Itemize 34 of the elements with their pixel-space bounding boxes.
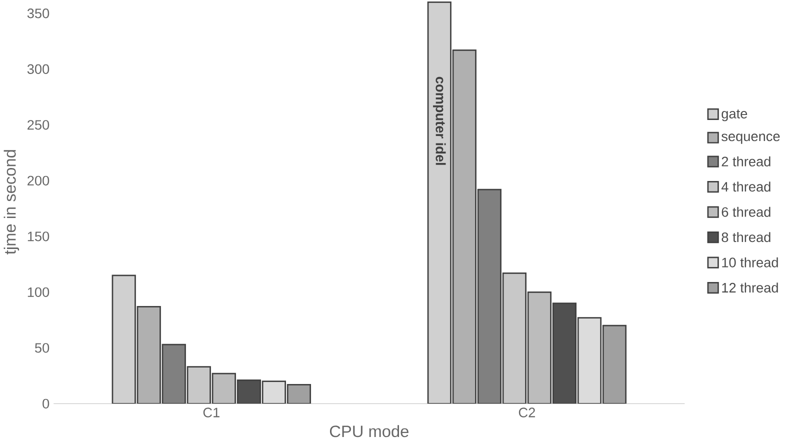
x-axis-title: CPU mode <box>330 425 408 438</box>
legend-label: 12 thread <box>722 282 778 293</box>
y-tick-label: 200 <box>28 176 50 186</box>
legend-label: 4 thread <box>721 182 770 192</box>
legend-label: gate <box>722 110 748 122</box>
bar <box>186 366 211 404</box>
bar <box>477 188 502 404</box>
y-tick-label: 0 <box>42 398 50 408</box>
legend-label: sequence <box>722 134 780 144</box>
x-tick-label: C1 <box>203 408 220 418</box>
bar <box>602 324 627 404</box>
bar <box>112 274 136 404</box>
bar <box>162 344 186 404</box>
bar <box>577 317 602 404</box>
bar <box>452 50 476 404</box>
y-axis-title: tjme in second <box>4 150 20 254</box>
legend-label: 2 thread <box>722 156 770 166</box>
annotation: computer idel <box>433 76 446 165</box>
legend-label: 8 thread <box>722 232 770 242</box>
bar <box>136 306 161 404</box>
bar <box>502 272 526 404</box>
x-tick-label: C2 <box>518 408 535 418</box>
bar <box>527 291 552 404</box>
bar <box>552 302 577 404</box>
y-tick-label: 100 <box>28 287 50 297</box>
bar <box>427 2 452 404</box>
y-tick-label: 300 <box>27 64 50 74</box>
y-tick-label: 50 <box>35 343 50 353</box>
bar <box>212 372 236 404</box>
y-tick-label: 250 <box>28 120 50 130</box>
y-tick-label: 350 <box>27 8 50 18</box>
y-tick-label: 150 <box>28 232 50 242</box>
legend-label: 10 thread <box>722 257 778 268</box>
legend-label: 6 thread <box>722 206 770 217</box>
